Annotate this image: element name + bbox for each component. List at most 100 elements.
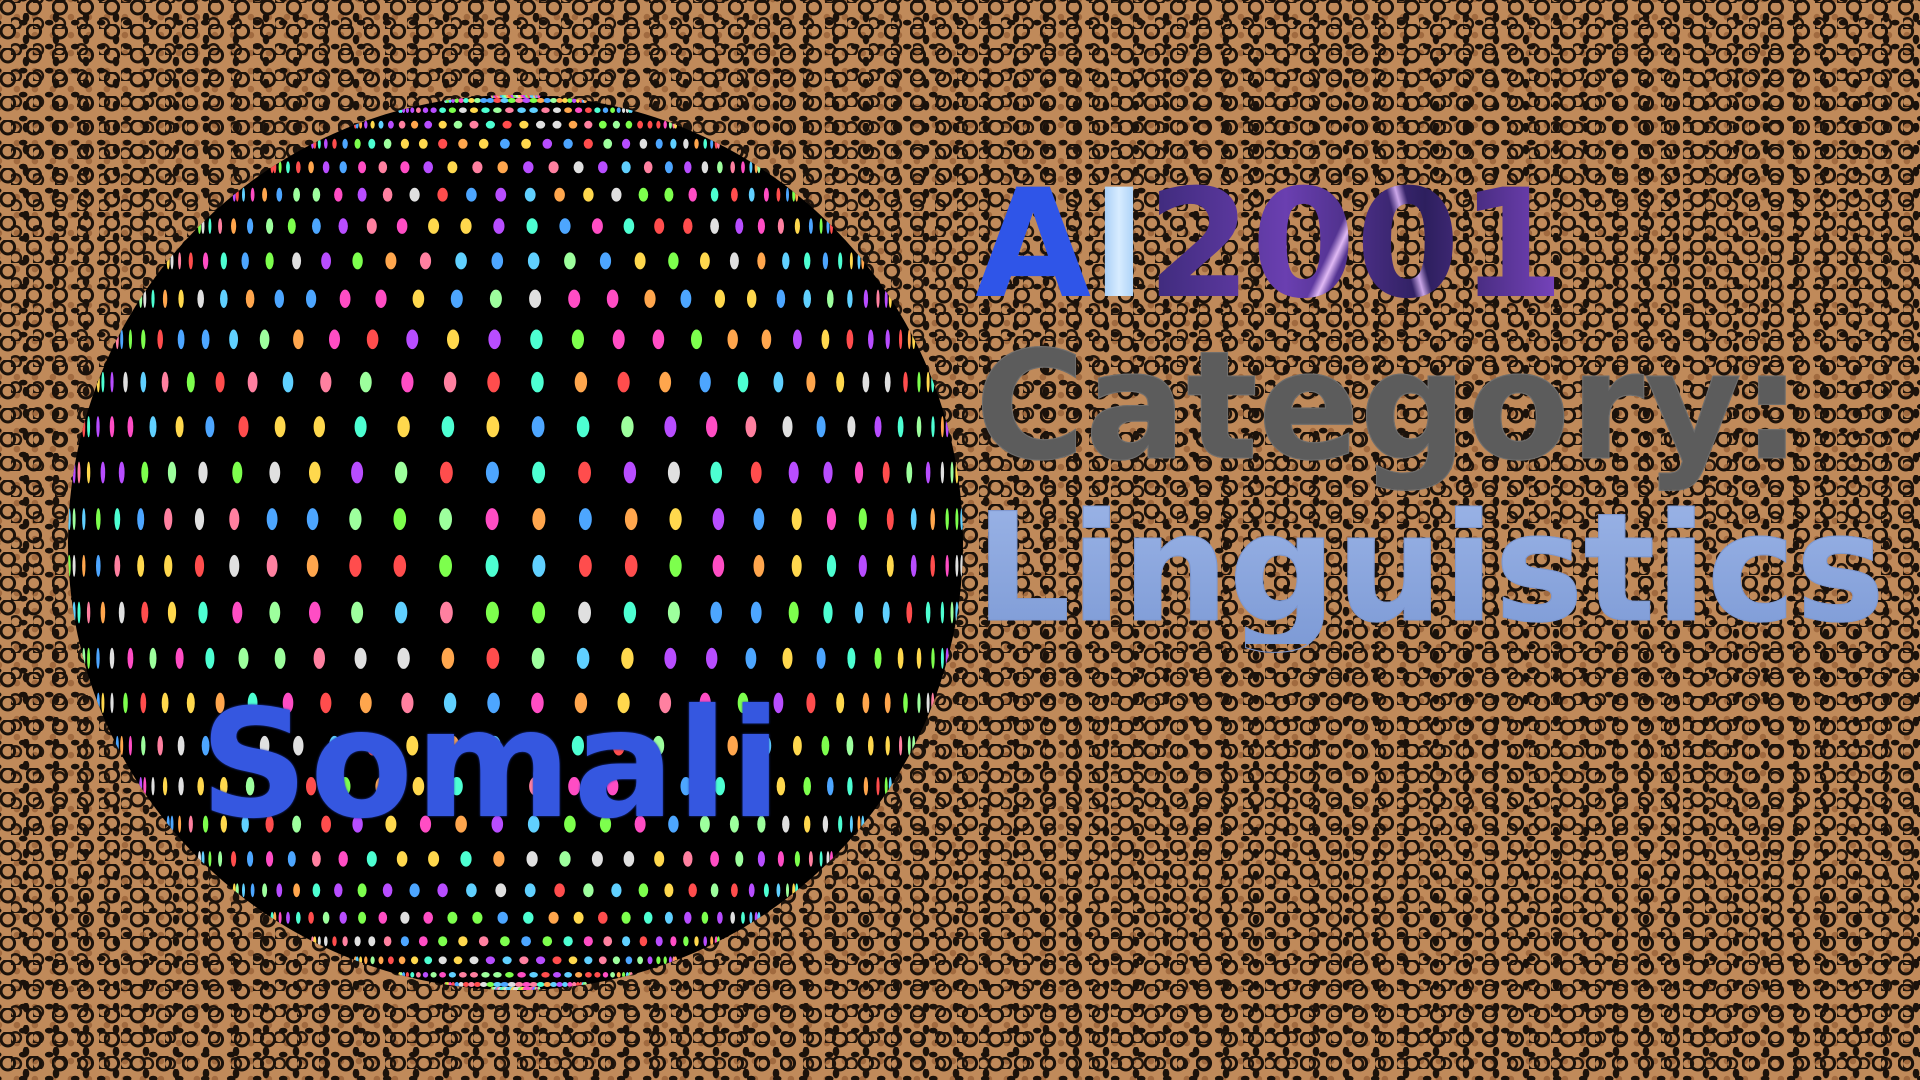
sphere-dot <box>493 98 502 103</box>
sphere-dot <box>265 252 274 270</box>
sphere-dot <box>556 982 563 987</box>
sphere-dot <box>786 883 789 898</box>
sphere-dot <box>143 289 147 308</box>
sphere-dot <box>838 252 843 270</box>
sphere-dot <box>402 972 406 978</box>
sphere-dot <box>529 972 538 978</box>
sphere-dot <box>542 138 553 149</box>
sphere-dot <box>453 956 463 965</box>
sphere-dot <box>731 883 738 898</box>
sphere-dot <box>241 815 249 833</box>
sphere-dot <box>120 329 124 350</box>
sphere-dot <box>342 138 348 149</box>
sphere-dot <box>578 461 591 484</box>
sphere-dot <box>293 883 300 898</box>
sphere-dot <box>955 601 959 624</box>
sphere-dot <box>229 329 239 350</box>
sphere-dot <box>694 138 699 149</box>
sphere-dot <box>564 252 576 270</box>
sphere-dot <box>757 911 761 924</box>
sphere-dot <box>309 601 321 624</box>
sphere-dot <box>293 735 304 756</box>
sphere-dot <box>846 735 854 756</box>
sphere-dot <box>491 252 504 270</box>
sphere-dot <box>522 982 531 987</box>
sphere-dot <box>754 911 758 924</box>
sphere-dot <box>500 936 510 947</box>
sphere-dot <box>419 815 432 833</box>
sphere-dot <box>507 98 516 103</box>
sphere-dot <box>529 777 542 796</box>
sphere-dot <box>474 98 481 103</box>
sphere-dot <box>884 692 891 714</box>
sphere-dot <box>826 218 830 234</box>
sphere-dot <box>874 647 882 669</box>
sphere-dot <box>96 508 101 531</box>
sphere-body <box>68 95 963 990</box>
sphere-dot <box>438 936 448 947</box>
sphere-dot <box>554 883 565 898</box>
sphere-dot <box>955 461 959 484</box>
sphere-dot <box>737 371 749 393</box>
sphere-dot <box>567 982 573 987</box>
sphere-dot <box>137 554 145 577</box>
sphere-dot <box>201 735 210 756</box>
sphere-dot <box>727 329 738 350</box>
sphere-dot <box>447 911 458 924</box>
sphere-dot <box>849 815 853 833</box>
sphere-dot <box>606 777 619 796</box>
sphere-dot <box>141 601 149 624</box>
sphere-dot <box>882 601 890 624</box>
sphere-dot <box>523 161 534 174</box>
sphere-dot <box>917 371 921 393</box>
sphere-dot <box>463 982 469 987</box>
sphere-dot <box>306 777 317 796</box>
sphere-dot <box>321 252 331 270</box>
sphere-dot <box>847 647 856 669</box>
sphere-dot <box>478 936 489 947</box>
sphere-dot <box>950 601 954 624</box>
sphere-dot <box>266 218 274 234</box>
sphere-dot <box>354 138 361 149</box>
sphere-dot <box>166 815 170 833</box>
sphere-dot <box>438 120 447 129</box>
sphere-dot <box>647 120 653 129</box>
sphere-dot <box>273 161 277 174</box>
sphere-dot <box>497 911 508 924</box>
sphere-dot <box>617 371 630 393</box>
sphere-dot <box>505 972 514 978</box>
sphere-dot <box>470 107 478 113</box>
sphere-dot <box>454 98 459 103</box>
sphere-dot <box>463 98 469 103</box>
sphere-dot <box>519 120 529 129</box>
sphere-dot <box>72 601 76 624</box>
sphere-dot <box>598 120 607 129</box>
sphere-dot <box>375 777 387 796</box>
sphere-dot <box>186 692 195 714</box>
sphere-dot <box>266 851 274 867</box>
sphere-dot <box>714 289 726 308</box>
sphere-dot <box>583 936 593 947</box>
sphere-dot <box>123 371 128 393</box>
sphere-dot <box>747 289 757 308</box>
sphere-dot <box>274 647 286 669</box>
sphere-dot <box>409 883 420 898</box>
sphere-dot <box>486 647 500 669</box>
sphere-dot <box>527 252 540 270</box>
sphere-dot <box>428 851 440 867</box>
sphere-dot <box>644 289 656 308</box>
sphere-dot <box>357 187 367 202</box>
sphere-dot <box>140 371 147 393</box>
sphere-dot <box>543 982 551 987</box>
sphere-dot <box>448 972 456 978</box>
sphere-dot <box>123 692 128 714</box>
sphere-dot <box>610 972 615 978</box>
sphere-dot <box>339 161 347 174</box>
sphere-dot <box>643 911 653 924</box>
sphere-dot <box>382 187 393 202</box>
sphere-dot <box>579 508 592 531</box>
sphere-dot <box>617 692 630 714</box>
sphere-dot <box>309 461 321 484</box>
sphere-dot <box>598 161 608 174</box>
sphere-dot <box>313 416 325 438</box>
